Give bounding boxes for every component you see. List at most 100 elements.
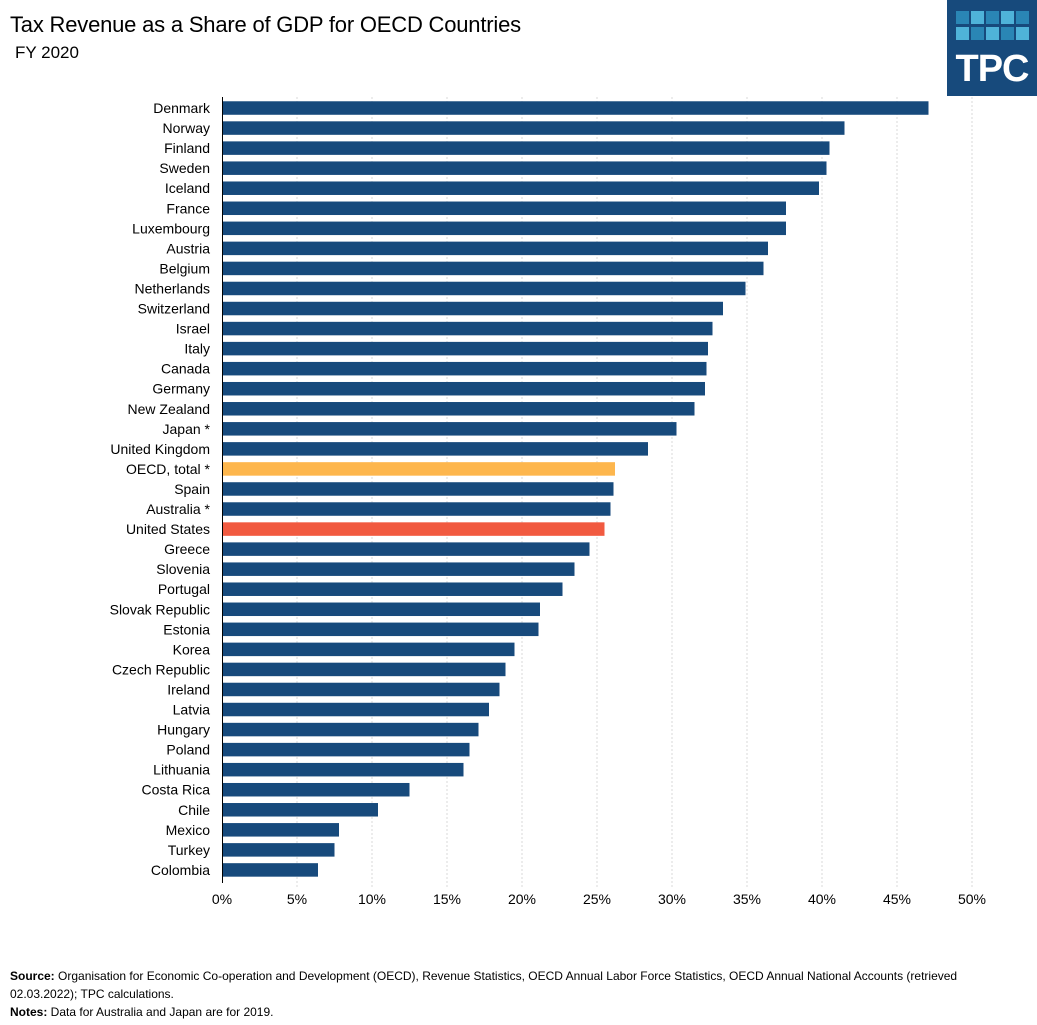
category-label: Turkey — [168, 842, 210, 858]
bar — [222, 502, 611, 516]
category-label: Colombia — [151, 862, 210, 878]
x-tick-label: 50% — [958, 891, 986, 907]
bar — [222, 381, 705, 396]
logo-square — [986, 11, 999, 24]
logo-square — [956, 11, 969, 24]
x-tick-label: 45% — [883, 891, 911, 907]
category-label: Netherlands — [135, 280, 211, 296]
logo-square — [1001, 27, 1014, 40]
category-label: Austria — [166, 240, 210, 256]
logo-square — [1016, 27, 1029, 40]
notes-text: Data for Australia and Japan are for 201… — [47, 1005, 274, 1019]
category-label: Estonia — [163, 621, 210, 637]
category-label: New Zealand — [128, 401, 211, 417]
category-label: Sweden — [159, 160, 210, 176]
category-label: Hungary — [157, 722, 210, 738]
bars — [222, 101, 929, 877]
bar — [222, 221, 786, 236]
category-label: Norway — [163, 120, 210, 136]
category-label: United Kingdom — [110, 441, 210, 457]
category-label: Italy — [184, 341, 210, 357]
category-label: Slovenia — [156, 561, 210, 577]
bar — [222, 622, 539, 637]
bar — [222, 762, 464, 777]
bar — [222, 402, 695, 416]
logo-square — [956, 27, 969, 40]
bar — [222, 241, 768, 256]
bar — [222, 462, 615, 476]
bar — [222, 602, 540, 617]
category-labels: Denmark Norway Finland Sweden Iceland France L… — [110, 100, 211, 878]
bar — [222, 662, 506, 677]
x-tick-label: 40% — [808, 891, 836, 907]
logo-square — [986, 27, 999, 40]
bar — [222, 281, 746, 296]
bar — [222, 522, 605, 536]
category-label: Czech Republic — [112, 661, 210, 677]
x-tick-label: 20% — [508, 891, 536, 907]
logo-text: TPC — [955, 48, 1030, 90]
source-label: Source: — [10, 969, 55, 983]
bar — [222, 642, 515, 657]
logo-square — [1001, 11, 1014, 24]
footer: Source: Organisation for Economic Co-ope… — [10, 967, 1020, 1021]
category-label: Greece — [164, 541, 210, 557]
logo-square — [1016, 11, 1029, 24]
bar — [222, 682, 500, 697]
bar — [222, 321, 713, 336]
bar — [222, 823, 339, 837]
bar — [222, 562, 575, 576]
category-label: Korea — [173, 641, 211, 657]
x-tick-label: 15% — [433, 891, 461, 907]
category-label: Portugal — [158, 581, 210, 597]
bar — [222, 542, 590, 556]
category-label: France — [166, 200, 210, 216]
bar — [222, 863, 318, 877]
bar — [222, 201, 786, 216]
category-label: United States — [126, 521, 210, 537]
bar — [222, 582, 563, 596]
bar — [222, 121, 845, 135]
category-label: Belgium — [159, 260, 210, 276]
category-label: Germany — [152, 381, 210, 397]
category-label: OECD, total * — [126, 461, 211, 477]
bar — [222, 482, 614, 496]
bar — [222, 422, 677, 436]
bar — [222, 442, 648, 456]
category-label: Poland — [166, 742, 210, 758]
notes: Notes: Data for Australia and Japan are … — [10, 1003, 1020, 1021]
bar — [222, 341, 708, 356]
chart-subtitle: FY 2020 — [15, 43, 79, 62]
bar — [222, 722, 479, 737]
category-label: Denmark — [153, 100, 211, 116]
source-note: Source: Organisation for Economic Co-ope… — [10, 967, 1020, 1003]
category-label: Chile — [178, 802, 210, 818]
category-label: Costa Rica — [142, 782, 211, 798]
bar — [222, 261, 764, 276]
x-tick-labels: 0% 5% 10% 15% 20% 25% 30% 35% 40% 45% 50% — [212, 891, 986, 907]
bar — [222, 742, 470, 757]
chart-title: Tax Revenue as a Share of GDP for OECD C… — [10, 12, 521, 37]
bar — [222, 803, 378, 817]
bar — [222, 161, 827, 175]
category-label: Latvia — [173, 702, 211, 718]
logo-square — [971, 27, 984, 40]
bar — [222, 141, 830, 155]
x-tick-label: 0% — [212, 891, 232, 907]
x-tick-label: 5% — [287, 891, 307, 907]
category-label: Israel — [176, 321, 210, 337]
category-label: Canada — [161, 361, 210, 377]
category-label: Iceland — [165, 180, 210, 196]
logo-square — [971, 11, 984, 24]
bar — [222, 181, 819, 195]
x-tick-label: 10% — [358, 891, 386, 907]
bar — [222, 301, 723, 316]
bar — [222, 101, 929, 115]
category-label: Luxembourg — [132, 220, 210, 236]
category-label: Spain — [174, 481, 210, 497]
category-label: Australia * — [146, 501, 210, 517]
tpc-logo: TPC — [947, 0, 1037, 96]
notes-label: Notes: — [10, 1005, 48, 1019]
x-tick-label: 35% — [733, 891, 761, 907]
category-label: Switzerland — [138, 301, 210, 317]
